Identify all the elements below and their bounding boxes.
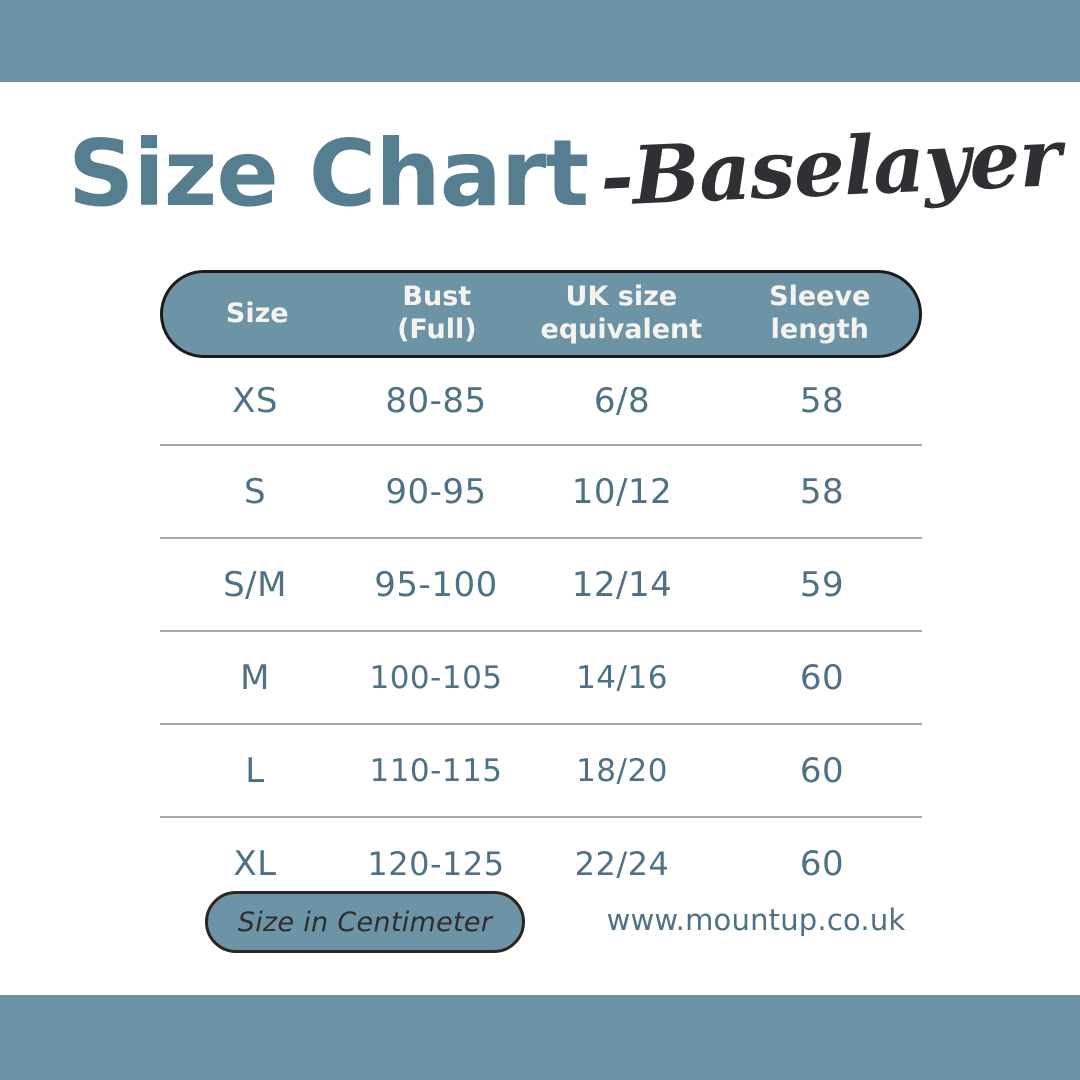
- table-header-row: Size Bust (Full) UK size equivalent Slee…: [160, 270, 922, 358]
- cell-sleeve: 60: [799, 657, 845, 698]
- column-header-sleeve-line1: Sleeve: [769, 281, 871, 313]
- table-body: XS 80-85 6/8 58 S 90-95 10/12 58 S/M 95-…: [160, 358, 922, 909]
- cell-size: XS: [232, 381, 278, 421]
- cell-sleeve: 59: [799, 564, 845, 605]
- unit-note-badge: Size in Centimeter: [205, 891, 525, 953]
- footer: Size in Centimeter www.mountup.co.uk: [160, 891, 922, 955]
- table-row: S 90-95 10/12 58: [160, 444, 922, 537]
- cell-size: L: [245, 750, 265, 791]
- cell-uk-size: 22/24: [574, 844, 670, 883]
- cell-bust: 120-125: [367, 844, 505, 883]
- cell-uk-size: 12/14: [571, 564, 673, 605]
- cell-bust: 100-105: [369, 659, 503, 696]
- cell-size: XL: [233, 843, 277, 884]
- cell-uk-size: 18/20: [576, 752, 668, 789]
- column-header-size: Size: [225, 297, 289, 329]
- top-color-band: [0, 0, 1080, 82]
- column-header-bust: Bust (Full): [352, 281, 523, 347]
- website-url[interactable]: www.mountup.co.uk: [606, 903, 906, 937]
- cell-uk-size: 10/12: [571, 471, 673, 512]
- cell-bust: 90-95: [385, 471, 487, 512]
- cell-size: M: [240, 657, 270, 698]
- cell-sleeve: 60: [799, 843, 845, 884]
- column-header-bust-line2: (Full): [397, 314, 477, 345]
- cell-uk-size: 6/8: [593, 381, 651, 421]
- column-header-uk-line2: equivalent: [540, 314, 703, 345]
- column-header-sleeve: Sleeve length: [721, 281, 919, 347]
- cell-bust: 80-85: [385, 381, 487, 421]
- cell-size: S/M: [223, 564, 287, 605]
- table-row: M 100-105 14/16 60: [160, 630, 922, 723]
- unit-note-label: Size in Centimeter: [237, 906, 493, 938]
- cell-sleeve: 60: [799, 750, 845, 791]
- cell-sleeve: 58: [799, 381, 845, 421]
- size-table: Size Bust (Full) UK size equivalent Slee…: [160, 270, 922, 909]
- page-title-main: Size Chart: [68, 120, 589, 227]
- bottom-color-band: [0, 995, 1080, 1080]
- page-title-script: -Baselayer: [598, 110, 1063, 224]
- table-row: S/M 95-100 12/14 59: [160, 537, 922, 630]
- column-header-uk-line1: UK size: [565, 281, 678, 313]
- column-header-bust-line1: Bust: [402, 281, 472, 313]
- table-row: L 110-115 18/20 60: [160, 723, 922, 816]
- cell-size: S: [243, 471, 267, 512]
- cell-sleeve: 58: [799, 471, 845, 512]
- cell-bust: 95-100: [374, 564, 498, 605]
- column-header-uk-size: UK size equivalent: [522, 281, 720, 347]
- table-row: XL 120-125 22/24 60: [160, 816, 922, 909]
- cell-uk-size: 14/16: [576, 659, 668, 696]
- page-title: Size Chart -Baselayer: [68, 110, 1062, 238]
- column-header-sleeve-line2: length: [770, 314, 869, 345]
- table-row: XS 80-85 6/8 58: [160, 358, 922, 444]
- cell-bust: 110-115: [369, 752, 503, 789]
